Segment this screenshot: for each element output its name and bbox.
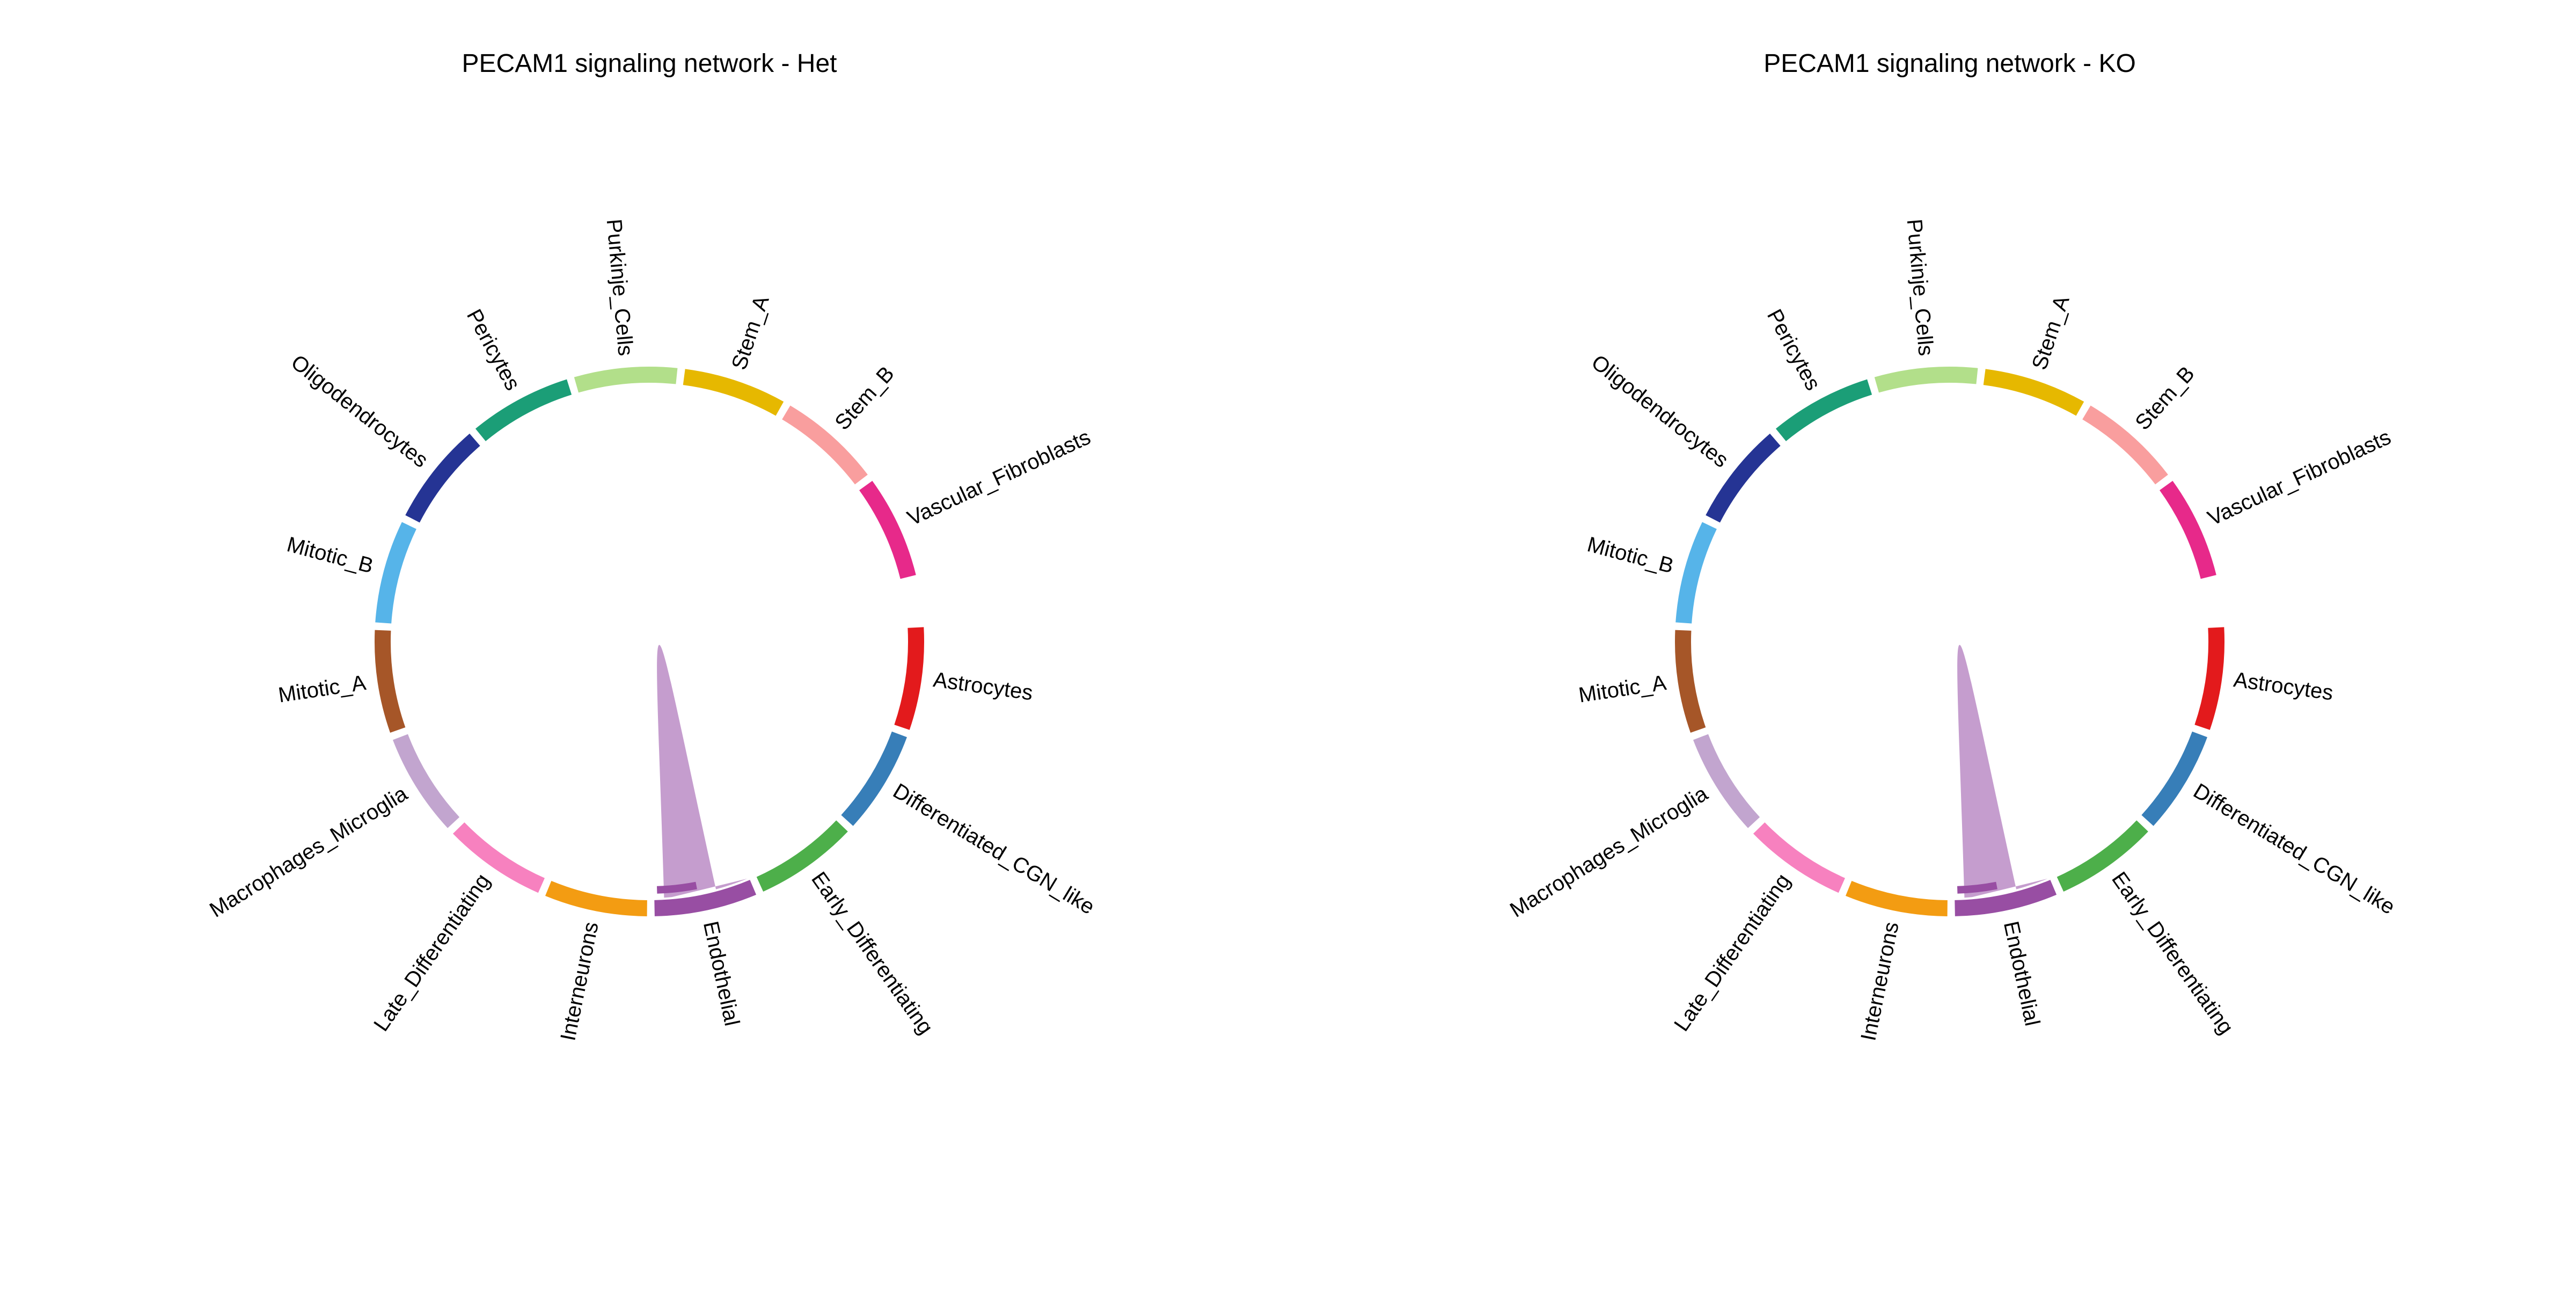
sector-label-vascular-fibroblasts: Vascular_Fibroblasts (904, 425, 1094, 530)
sector-label-differentiated-cgn-like: Differentiated_CGN_like (2189, 779, 2399, 919)
sector-label-stem-b: Stem_B (830, 362, 899, 434)
sector-label-macrophages-microglia: Macrophages_Microglia (206, 782, 412, 922)
sector-arc-stem-a (683, 369, 784, 416)
sector-label-early-differentiating: Early_Differentiating (2107, 867, 2238, 1039)
link-target-bar-endothelial (1957, 881, 1997, 894)
chart-title: PECAM1 signaling network - Het (462, 49, 837, 78)
sector-label-oligodendrocytes: Oligodendrocytes (1587, 351, 1733, 472)
sector-arc-differentiated-cgn-like (841, 731, 907, 826)
sector-arc-pericytes (1775, 379, 1872, 441)
sector-arc-early-differentiating (756, 820, 848, 892)
sector-label-stem-b: Stem_B (2131, 362, 2199, 434)
sector-label-pericytes: Pericytes (462, 305, 525, 395)
sector-arc-mitotic-a (1674, 630, 1706, 733)
sector-label-stem-a: Stem_A (2028, 293, 2074, 373)
sector-label-mitotic-b: Mitotic_B (284, 533, 376, 578)
sector-label-mitotic-b: Mitotic_B (1585, 533, 1676, 578)
sector-arc-vascular-fibroblasts (859, 480, 916, 579)
sector-arc-vascular-fibroblasts (2160, 480, 2216, 579)
sector-arc-interneurons (545, 881, 647, 916)
sector-arc-endothelial (1955, 880, 2057, 916)
sector-arc-purkinje-cells (1874, 367, 1978, 393)
chart-title: PECAM1 signaling network - KO (1763, 49, 2136, 78)
sector-label-oligodendrocytes: Oligodendrocytes (287, 351, 433, 472)
sector-arc-oligodendrocytes (405, 433, 480, 523)
sector-label-macrophages-microglia: Macrophages_Microglia (1506, 782, 1712, 922)
sector-label-stem-a: Stem_A (727, 293, 774, 373)
sector-arc-stem-b (782, 405, 868, 485)
sector-arc-macrophages-microglia (392, 734, 460, 828)
sector-arc-oligodendrocytes (1706, 433, 1781, 523)
sector-arc-pericytes (475, 379, 572, 441)
sector-arc-stem-a (1983, 369, 2084, 416)
sector-arc-purkinje-cells (574, 367, 678, 393)
sector-arc-late-differentiating (452, 822, 545, 893)
sector-arc-endothelial (654, 880, 757, 916)
sector-arc-mitotic-b (1675, 522, 1717, 624)
sector-arc-late-differentiating (1753, 822, 1845, 893)
sector-label-endothelial: Endothelial (699, 919, 744, 1028)
link-target-bar-endothelial (657, 881, 697, 894)
sector-label-late-differentiating: Late_Differentiating (1670, 870, 1795, 1036)
sector-label-differentiated-cgn-like: Differentiated_CGN_like (889, 779, 1099, 919)
sector-arc-interneurons (1845, 881, 1948, 916)
chord-panel-het: PECAM1 signaling network - Het Astrocyte… (206, 49, 1099, 1043)
sector-arc-macrophages-microglia (1693, 734, 1760, 828)
sector-arc-mitotic-b (375, 522, 416, 624)
sector-label-pericytes: Pericytes (1762, 305, 1825, 395)
sector-label-purkinje-cells: Purkinje_Cells (1902, 218, 1938, 357)
chord-panel-ko: PECAM1 signaling network - KO Astrocytes… (1506, 49, 2399, 1043)
sector-label-purkinje-cells: Purkinje_Cells (602, 218, 638, 357)
sector-label-mitotic-a: Mitotic_A (277, 671, 368, 708)
sector-label-early-differentiating: Early_Differentiating (807, 867, 938, 1039)
chord-link-0 (657, 645, 748, 898)
chord-link-0 (1957, 645, 2048, 898)
sector-arc-differentiated-cgn-like (2141, 731, 2207, 826)
sector-arc-mitotic-a (375, 630, 406, 733)
sector-label-astrocytes: Astrocytes (932, 668, 1034, 705)
sector-label-vascular-fibroblasts: Vascular_Fibroblasts (2204, 425, 2395, 530)
sector-label-endothelial: Endothelial (1999, 919, 2044, 1028)
sector-arc-early-differentiating (2057, 820, 2148, 892)
sector-label-late-differentiating: Late_Differentiating (369, 870, 494, 1036)
sector-label-interneurons: Interneurons (1856, 920, 1903, 1043)
sector-arc-stem-b (2082, 405, 2168, 485)
sector-label-mitotic-a: Mitotic_A (1577, 671, 1668, 708)
sector-arc-astrocytes (2194, 627, 2224, 730)
sector-label-interneurons: Interneurons (556, 920, 603, 1043)
sector-arc-astrocytes (894, 627, 924, 730)
sector-label-astrocytes: Astrocytes (2232, 668, 2334, 705)
